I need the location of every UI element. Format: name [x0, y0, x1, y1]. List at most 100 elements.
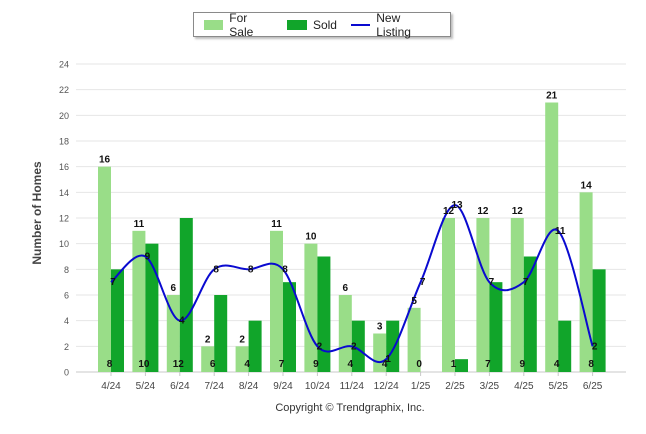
sold-value-label: 0 [416, 359, 422, 370]
y-tick-label: 0 [64, 368, 69, 378]
sold-value-label: 8 [107, 359, 113, 370]
y-tick-label: 4 [64, 316, 69, 326]
y-tick-label: 2 [64, 342, 69, 352]
data-labels: 1687111096124268248117810926423415071211… [99, 91, 598, 371]
y-tick-label: 22 [59, 85, 69, 95]
x-tick-label: 6/24 [170, 381, 190, 392]
sold-value-label: 4 [348, 359, 354, 370]
sold-value-label: 9 [313, 359, 319, 370]
for-sale-bar [132, 230, 146, 372]
new-listing-value-label: 11 [555, 226, 566, 237]
for-sale-bar [579, 192, 593, 372]
legend-item-for-sale[interactable]: For Sale [204, 11, 273, 39]
sold-value-label: 4 [382, 359, 388, 370]
legend: For Sale Sold New Listing [193, 11, 451, 39]
for-sale-value-label: 2 [205, 334, 211, 345]
for-sale-swatch [204, 19, 224, 30]
for-sale-bar [201, 346, 215, 372]
for-sale-bar [476, 218, 490, 372]
sold-bar [283, 282, 296, 372]
sold-value-label: 10 [138, 359, 150, 370]
sold-bar [489, 282, 503, 372]
legend-label-for-sale: For Sale [229, 10, 254, 39]
sold-value-label: 12 [173, 359, 185, 370]
x-tick-label: 1/25 [411, 381, 431, 392]
for-sale-bar [442, 218, 455, 372]
x-tick-label: 7/24 [204, 381, 224, 392]
new-listing-value-label: 2 [592, 341, 598, 352]
for-sale-bar [510, 218, 524, 372]
y-tick-label: 12 [59, 214, 69, 224]
sold-bar [214, 295, 228, 372]
for-sale-value-label: 12 [512, 206, 524, 217]
y-tick-label: 20 [59, 111, 69, 121]
new-listing-value-label: 2 [317, 341, 323, 352]
for-sale-bar [304, 243, 318, 372]
sold-bar [558, 320, 572, 372]
x-tick-label: 9/24 [273, 381, 293, 392]
sold-bar [592, 269, 606, 372]
for-sale-bar [98, 166, 111, 372]
for-sale-value-label: 6 [171, 283, 177, 294]
sold-bar [523, 256, 537, 372]
new-listing-value-label: 1 [385, 354, 391, 365]
new-listing-value-label: 7 [110, 277, 116, 288]
x-tick-label: 11/24 [340, 381, 365, 392]
sold-bar [386, 320, 400, 372]
y-axis-title: Number of Homes [30, 161, 44, 265]
new-listing-value-label: 8 [282, 264, 288, 275]
new-listing-value-label: 8 [248, 264, 254, 275]
y-tick-label: 18 [59, 137, 69, 147]
new-listing-value-label: 2 [351, 341, 357, 352]
sold-bar [351, 320, 365, 372]
for-sale-value-label: 12 [443, 206, 455, 217]
new-listing-value-label: 7 [489, 277, 495, 288]
sold-bar [179, 218, 193, 372]
x-tick-label: 6/25 [583, 381, 603, 392]
sold-bar [111, 269, 124, 372]
sold-bar [145, 243, 159, 372]
new-listing-line-path [110, 204, 594, 363]
y-tick-label: 6 [64, 291, 69, 301]
for-sale-bar [235, 346, 249, 372]
y-tick-label: 8 [64, 265, 69, 275]
for-sale-value-label: 14 [581, 180, 593, 191]
sold-value-label: 9 [520, 359, 526, 370]
sold-value-label: 7 [485, 359, 491, 370]
for-sale-value-label: 12 [477, 206, 489, 217]
for-sale-bar [407, 307, 421, 372]
for-sale-value-label: 10 [305, 232, 317, 243]
new-listing-value-label: 9 [145, 252, 151, 263]
x-tick-label: 5/25 [548, 381, 568, 392]
x-tick-label: 8/24 [239, 381, 259, 392]
y-tick-label: 24 [59, 60, 69, 70]
sold-value-label: 4 [244, 359, 250, 370]
legend-item-sold[interactable]: Sold [286, 17, 337, 32]
for-sale-bar [270, 230, 283, 372]
legend-label-sold: Sold [312, 17, 337, 32]
sold-value-label: 4 [554, 359, 560, 370]
x-tick-label: 2/25 [445, 381, 465, 392]
new-listing-value-label: 7 [420, 277, 426, 288]
x-tick-label: 10/24 [305, 381, 330, 392]
new-listing-value-label: 7 [523, 277, 529, 288]
sold-value-label: 6 [210, 359, 216, 370]
y-tick-label: 10 [59, 239, 69, 249]
sold-value-label: 1 [451, 359, 457, 370]
x-tick-label: 3/25 [480, 381, 500, 392]
bars [98, 102, 606, 372]
sold-value-label: 8 [588, 359, 594, 370]
legend-item-new-listing[interactable]: New Listing [350, 11, 436, 39]
for-sale-bar [338, 295, 352, 372]
y-tick-label: 14 [59, 188, 69, 198]
for-sale-bar [166, 295, 180, 372]
for-sale-bar [545, 102, 559, 372]
x-ticks: 4/24 5/24 6/24 7/24 8/24 9/24 10/24 11/24 12/24 1… [101, 372, 603, 392]
for-sale-value-label: 11 [271, 219, 282, 230]
for-sale-value-label: 21 [546, 91, 558, 102]
new-listing-swatch [350, 23, 371, 26]
for-sale-value-label: 2 [239, 334, 245, 345]
sold-bar [248, 320, 262, 372]
for-sale-value-label: 11 [134, 219, 145, 230]
